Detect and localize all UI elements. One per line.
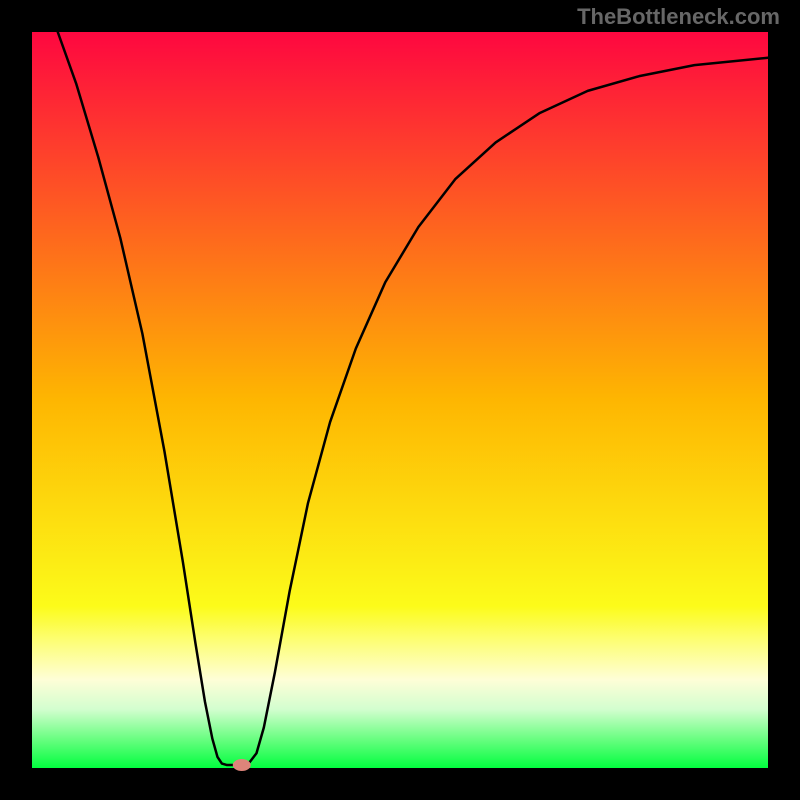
chart-frame: TheBottleneck.com [0, 0, 800, 800]
bottleneck-plot [0, 0, 800, 800]
watermark-text: TheBottleneck.com [577, 4, 780, 30]
